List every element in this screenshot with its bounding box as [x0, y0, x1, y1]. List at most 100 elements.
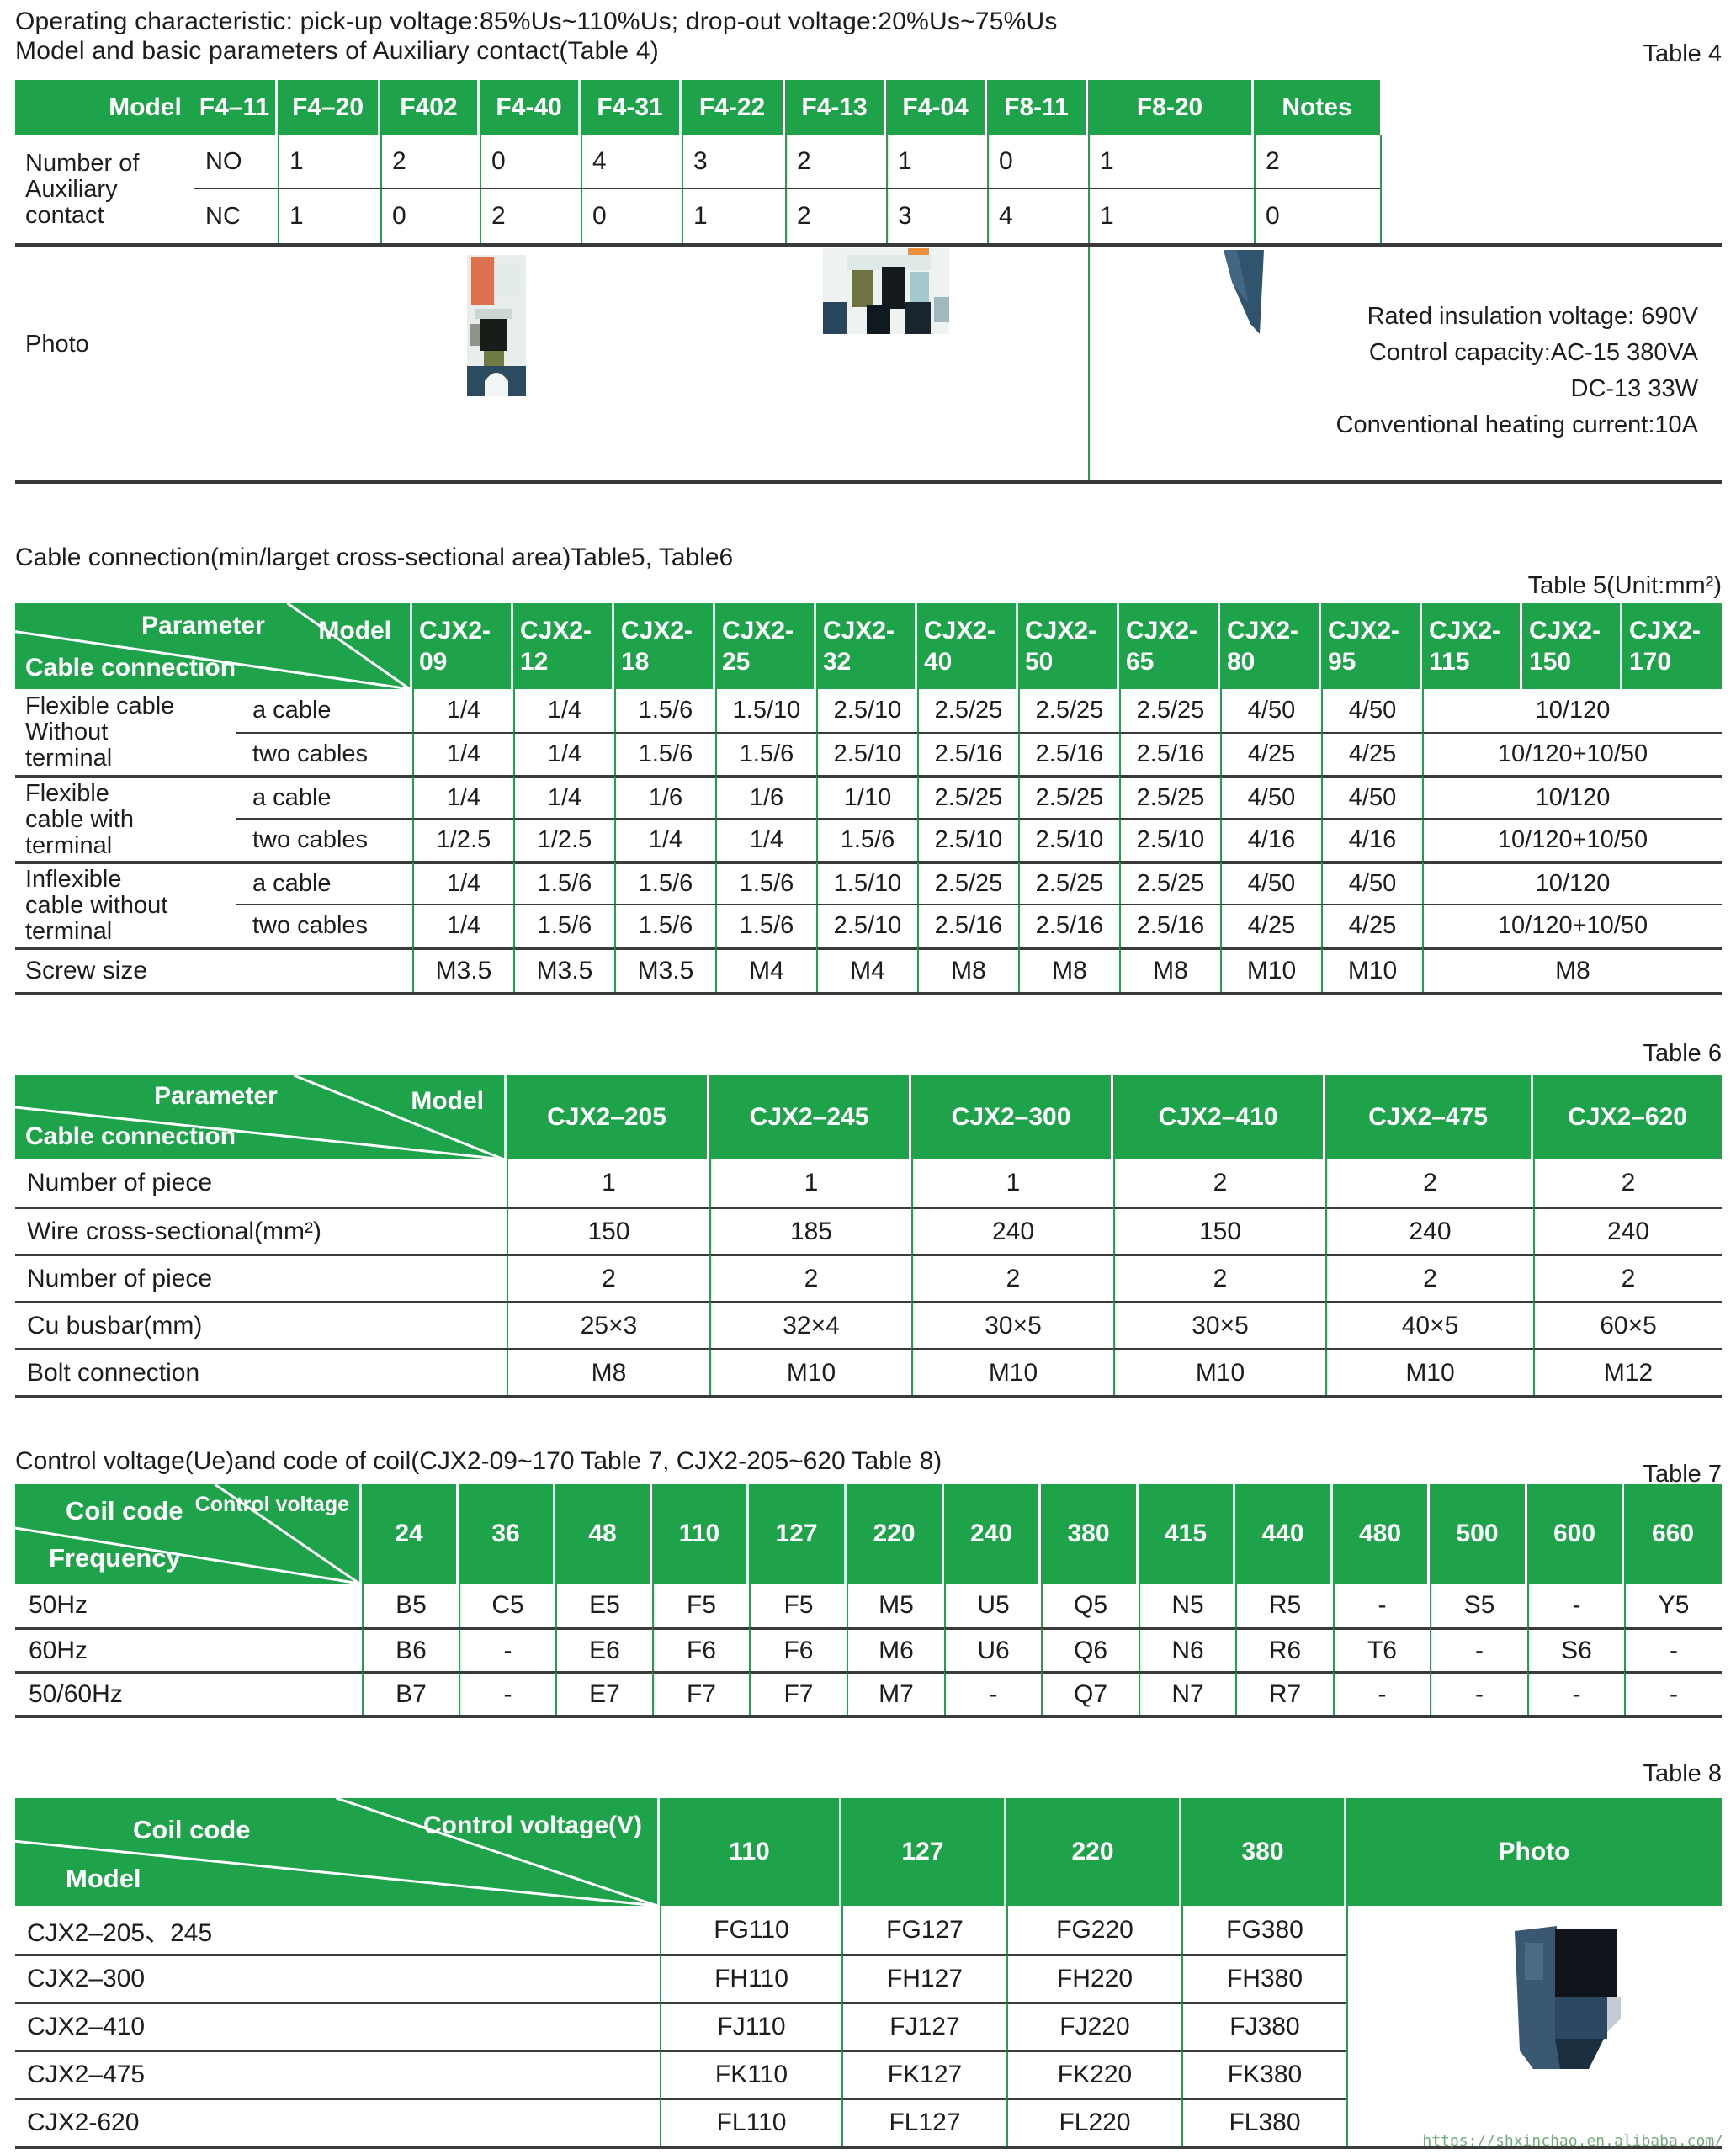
- table4-header-10: F8-20: [1088, 80, 1254, 135]
- table8-header-photo: Photo: [1346, 1798, 1722, 1906]
- table5-value: 1/4: [412, 861, 513, 904]
- table4-value: 1: [682, 189, 785, 243]
- table5-screw-value: M8: [1119, 947, 1220, 992]
- table5-merged-value: 10/120+10/50: [1422, 732, 1722, 775]
- table5-screw-value: M4: [816, 947, 917, 992]
- table6-value: 150: [1113, 1207, 1325, 1254]
- table8-value: FK220: [1006, 2050, 1181, 2098]
- auxiliary-contact-title: Model and basic parameters of Auxiliary …: [15, 37, 659, 65]
- table6-value: 240: [1533, 1207, 1722, 1254]
- table7-value: -: [459, 1671, 555, 1715]
- table4-value: 0: [380, 189, 480, 243]
- table6-row-label: Wire cross-sectional(mm²): [15, 1207, 507, 1254]
- table6-header-col: CJX2–410: [1113, 1075, 1325, 1159]
- table5-value: 1.5/6: [816, 818, 917, 861]
- table6-value: 185: [709, 1207, 911, 1254]
- table6-value: 2: [709, 1254, 911, 1301]
- table5-screw-value: M10: [1321, 947, 1422, 992]
- table6-value: 40×5: [1325, 1301, 1533, 1348]
- table5-value: 2.5/16: [917, 732, 1018, 775]
- group-label-line: Flexible: [25, 779, 109, 807]
- model-number: 18: [621, 648, 650, 676]
- table5-merged-value: 10/120+10/50: [1422, 818, 1722, 861]
- table7-value: F5: [652, 1584, 749, 1627]
- table8-value: FJ110: [660, 2002, 841, 2050]
- corner-diagonal-lines: [15, 1075, 504, 1159]
- table5-value: 4/50: [1220, 775, 1321, 818]
- table5-value: 1.5/6: [614, 861, 715, 904]
- table5-value: 2.5/25: [917, 775, 1018, 818]
- table8-value: FL110: [660, 2098, 841, 2146]
- model-prefix: CJX2-: [419, 617, 491, 645]
- table5-value: 1/4: [513, 775, 614, 818]
- watermark-url: https://shxinchao.en.alibaba.com/: [1422, 2132, 1723, 2150]
- corner-label-model: Model: [66, 1864, 141, 1893]
- group-label-line: terminal: [25, 831, 113, 859]
- table8-value: FL220: [1006, 2098, 1181, 2146]
- table5-screw-value: M10: [1220, 947, 1321, 992]
- table7-value: N6: [1139, 1627, 1235, 1671]
- table6-value: 60×5: [1533, 1301, 1722, 1348]
- table4-header-11: Notes: [1254, 80, 1380, 135]
- table6-value: 2: [507, 1254, 709, 1301]
- table5-value: 4/50: [1321, 775, 1422, 818]
- table6-value: 30×5: [911, 1301, 1113, 1348]
- photo-row-label: Photo: [25, 331, 89, 358]
- model-number: 40: [924, 648, 953, 676]
- table7-header-col: 127: [749, 1484, 847, 1584]
- table8-photo-cell: [1346, 1906, 1722, 2146]
- table6-header-col: CJX2–205: [507, 1075, 709, 1159]
- table6-header-col: CJX2–620: [1533, 1075, 1722, 1159]
- corner-diagonal-lines: [15, 603, 410, 689]
- table8-value: FJ380: [1181, 2002, 1346, 2050]
- table5-header-col: CJX2- 80: [1220, 603, 1321, 689]
- table5-value: 4/50: [1321, 861, 1422, 904]
- table8-header-col: 110: [660, 1798, 841, 1906]
- model-number: 50: [1025, 648, 1054, 676]
- table7-header-col: 440: [1235, 1484, 1333, 1584]
- table4-row-label-NC: NC: [205, 202, 241, 230]
- table6-header-col: CJX2–300: [911, 1075, 1113, 1159]
- table4-value: 3: [886, 189, 987, 243]
- table5-value: 4/25: [1321, 732, 1422, 775]
- table5-value: 1/4: [412, 689, 513, 732]
- table7-value: M7: [847, 1671, 944, 1715]
- table5-value: 2.5/16: [1018, 904, 1119, 947]
- table7-corner: Coil code Control voltage Frequency: [15, 1484, 362, 1584]
- table5-screw-value: M8: [1018, 947, 1119, 992]
- table6-corner: Parameter Model Cable connection: [15, 1075, 507, 1159]
- table6-value: 240: [911, 1207, 1113, 1254]
- table7-value: S5: [1430, 1584, 1527, 1627]
- table6-row-label: Cu busbar(mm): [15, 1301, 507, 1348]
- model-prefix: CJX2-: [621, 617, 693, 645]
- table8-value: FG380: [1181, 1906, 1346, 1954]
- table6-value: 240: [1325, 1207, 1533, 1254]
- table5-value: 2.5/10: [816, 732, 917, 775]
- table8-header-col: 127: [841, 1798, 1006, 1906]
- table5-header-col: CJX2- 150: [1522, 603, 1622, 689]
- table7-row-label: 60Hz: [15, 1627, 362, 1671]
- table4-row-group-label: Number of Auxiliary contact: [15, 135, 194, 243]
- table5-value: 2.5/10: [816, 689, 917, 732]
- table5-value: 1/2.5: [513, 818, 614, 861]
- table5-merged-value: 10/120: [1422, 689, 1722, 732]
- table4-value: 2: [480, 189, 581, 243]
- table5-value: 2.5/25: [1119, 861, 1220, 904]
- table5-value: 4/50: [1220, 861, 1321, 904]
- table8-value: FL127: [841, 2098, 1006, 2146]
- table7-header-col: 48: [555, 1484, 652, 1584]
- table8-model-label: CJX2–205、245: [27, 1918, 213, 1947]
- table7-value: F7: [652, 1671, 749, 1715]
- contactor-4pole-photo-img: [823, 248, 949, 334]
- table4-header-4: F4-40: [480, 80, 581, 135]
- cable-connection-table-205-620: Parameter Model Cable connection CJX2–205 CJ…: [15, 1075, 1722, 1398]
- table7-value: -: [1333, 1671, 1430, 1715]
- table5-value: 1.5/6: [715, 904, 816, 947]
- model-number: 25: [722, 648, 751, 676]
- table5-screw-value: M3.5: [412, 947, 513, 992]
- model-prefix: CJX2-: [1529, 617, 1601, 645]
- table8-corner: Coil code Control voltage(V) Model: [15, 1798, 660, 1906]
- table5-merged-value: 10/120: [1422, 861, 1722, 904]
- model-number: 65: [1126, 648, 1155, 676]
- model-prefix: CJX2-: [1025, 617, 1097, 645]
